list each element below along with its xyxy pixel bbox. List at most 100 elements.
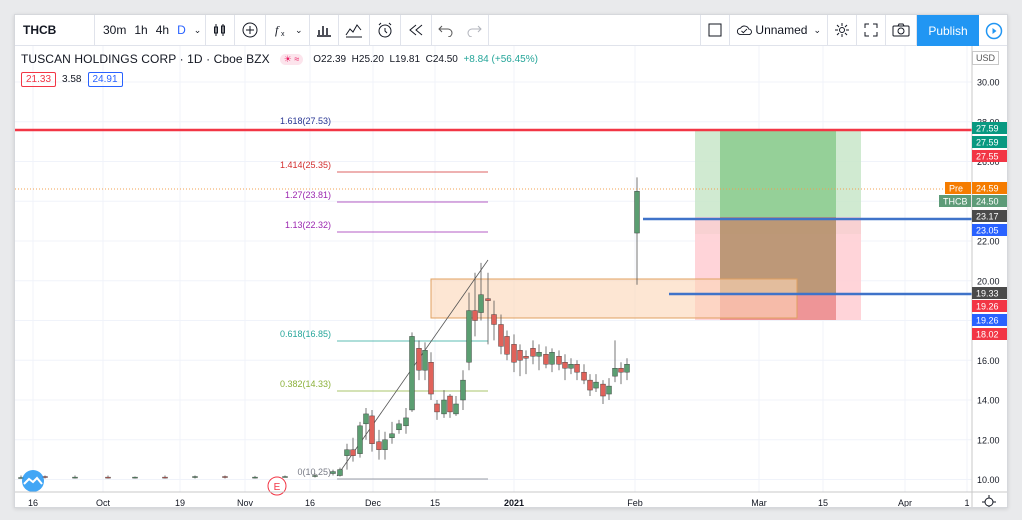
chevron-down-icon[interactable]: ⌄ (193, 24, 202, 35)
financials-button[interactable] (310, 15, 340, 46)
symbol-search-button[interactable]: THCB (15, 15, 95, 46)
candle (376, 429, 382, 460)
interval-30m[interactable]: 30m (103, 23, 127, 37)
candle-body (447, 395, 453, 413)
camera-icon (892, 23, 910, 37)
price-label[interactable]: THCB (939, 195, 971, 207)
candle-body (282, 476, 288, 478)
compare-button[interactable] (235, 15, 267, 46)
candle (357, 421, 363, 458)
sell-chip[interactable]: 21.33 (21, 72, 57, 87)
candle-body (453, 403, 459, 415)
price-label[interactable]: 23.17 (972, 210, 1008, 222)
candle (523, 350, 529, 375)
market-status-icon[interactable]: ☀ ≈ (279, 53, 304, 65)
interval-1h[interactable]: 1h (134, 23, 148, 37)
snapshot-button[interactable] (886, 15, 917, 46)
candle (396, 419, 402, 434)
candle-body (466, 310, 472, 363)
price-label[interactable]: 18.02 (972, 328, 1008, 340)
price-label[interactable]: 24.50 (972, 195, 1008, 207)
gear-icon (835, 23, 849, 37)
fib-label: 0.618(16.85) (280, 329, 331, 339)
price-label-bg (972, 122, 1007, 134)
candle-body (472, 310, 478, 321)
price-label-text: 24.59 (976, 184, 999, 194)
chart-type-button[interactable] (206, 15, 236, 46)
price-label[interactable]: 19.33 (972, 287, 1008, 299)
price-label[interactable]: 19.26 (972, 314, 1008, 326)
templates-button[interactable] (339, 15, 371, 46)
candle-body (593, 381, 599, 389)
fullscreen-button[interactable] (857, 15, 886, 46)
candle (222, 475, 228, 479)
time-axis[interactable]: 16 Oct 19 Nov 16 Dec 15 2021 Feb Mar 15 Apr 1 (28, 498, 970, 508)
price-label-text: 18.02 (976, 330, 999, 340)
cloud-icon (736, 25, 752, 36)
earnings-marker[interactable] (267, 476, 287, 496)
alert-button[interactable] (370, 15, 402, 46)
candle (517, 344, 523, 377)
price-label[interactable]: 27.55 (972, 150, 1008, 162)
interval-d[interactable]: D (177, 23, 186, 37)
time-tick: Oct (96, 498, 111, 508)
chevron-down-icon: ⌄ (813, 24, 821, 35)
candle (428, 352, 434, 400)
candle-body (369, 415, 375, 444)
candle (634, 177, 640, 285)
time-tick: 16 (305, 498, 315, 508)
price-label[interactable]: 24.59 (972, 182, 1008, 194)
candle-body (344, 449, 350, 456)
candle (382, 431, 388, 460)
gear-icon[interactable] (984, 497, 994, 507)
fib-extension[interactable]: 1.618(27.53) 1.414(25.35) 1.27(23.81) 1.13(… (280, 116, 488, 480)
layout-name: Unnamed (755, 23, 808, 37)
price-label[interactable]: 27.59 (972, 122, 1008, 134)
price-label[interactable]: 27.59 (972, 136, 1008, 148)
candle (466, 292, 472, 371)
candle-body (634, 191, 640, 234)
publish-button[interactable]: Publish (917, 15, 979, 46)
time-tick: Dec (365, 498, 382, 508)
undo-button[interactable] (432, 15, 460, 46)
layout-button[interactable] (700, 15, 730, 46)
price-label-text: 24.50 (976, 197, 999, 207)
svg-text:x: x (281, 31, 285, 38)
play-button[interactable] (979, 15, 1007, 46)
replay-button[interactable] (401, 15, 433, 46)
fib-label: 1.618(27.53) (280, 116, 331, 126)
candle (511, 334, 517, 373)
price-label-text: 27.55 (976, 152, 999, 162)
buy-chip[interactable]: 24.91 (87, 72, 123, 87)
price-chart[interactable]: 1.618(27.53) 1.414(25.35) 1.27(23.81) 1.13(… (15, 46, 1008, 508)
settings-button[interactable] (828, 15, 857, 46)
interval-4h[interactable]: 4h (155, 23, 170, 37)
fib-label: 0(10.25) (297, 467, 331, 477)
axis-settings-button[interactable] (982, 495, 996, 508)
price-label[interactable]: Pre (945, 182, 971, 194)
price-label[interactable]: 19.26 (972, 300, 1008, 312)
candle (416, 340, 422, 381)
candle-body (618, 368, 624, 373)
price-label-text: THCB (943, 197, 968, 207)
candle-body (441, 399, 447, 415)
price-axis[interactable]: 30.0028.0026.0024.0022.0020.0018.0016.00… (939, 78, 1008, 486)
price-label-bg (972, 287, 1007, 299)
mountain-icon (23, 476, 43, 485)
candle (312, 473, 318, 478)
price-label[interactable]: 23.05 (972, 224, 1008, 236)
currency-badge[interactable]: USD (971, 51, 999, 65)
price-label-text: 27.59 (976, 138, 999, 148)
supply-zone-box[interactable] (430, 278, 798, 319)
candle (369, 409, 375, 452)
price-tick: 14.00 (977, 396, 1000, 406)
candle-body (337, 469, 343, 476)
candle-body (568, 364, 574, 369)
redo-button[interactable] (460, 15, 490, 46)
candle-body (504, 336, 510, 355)
price-label-bg (972, 314, 1007, 326)
save-layout-button[interactable]: Unnamed ⌄ (730, 15, 828, 46)
